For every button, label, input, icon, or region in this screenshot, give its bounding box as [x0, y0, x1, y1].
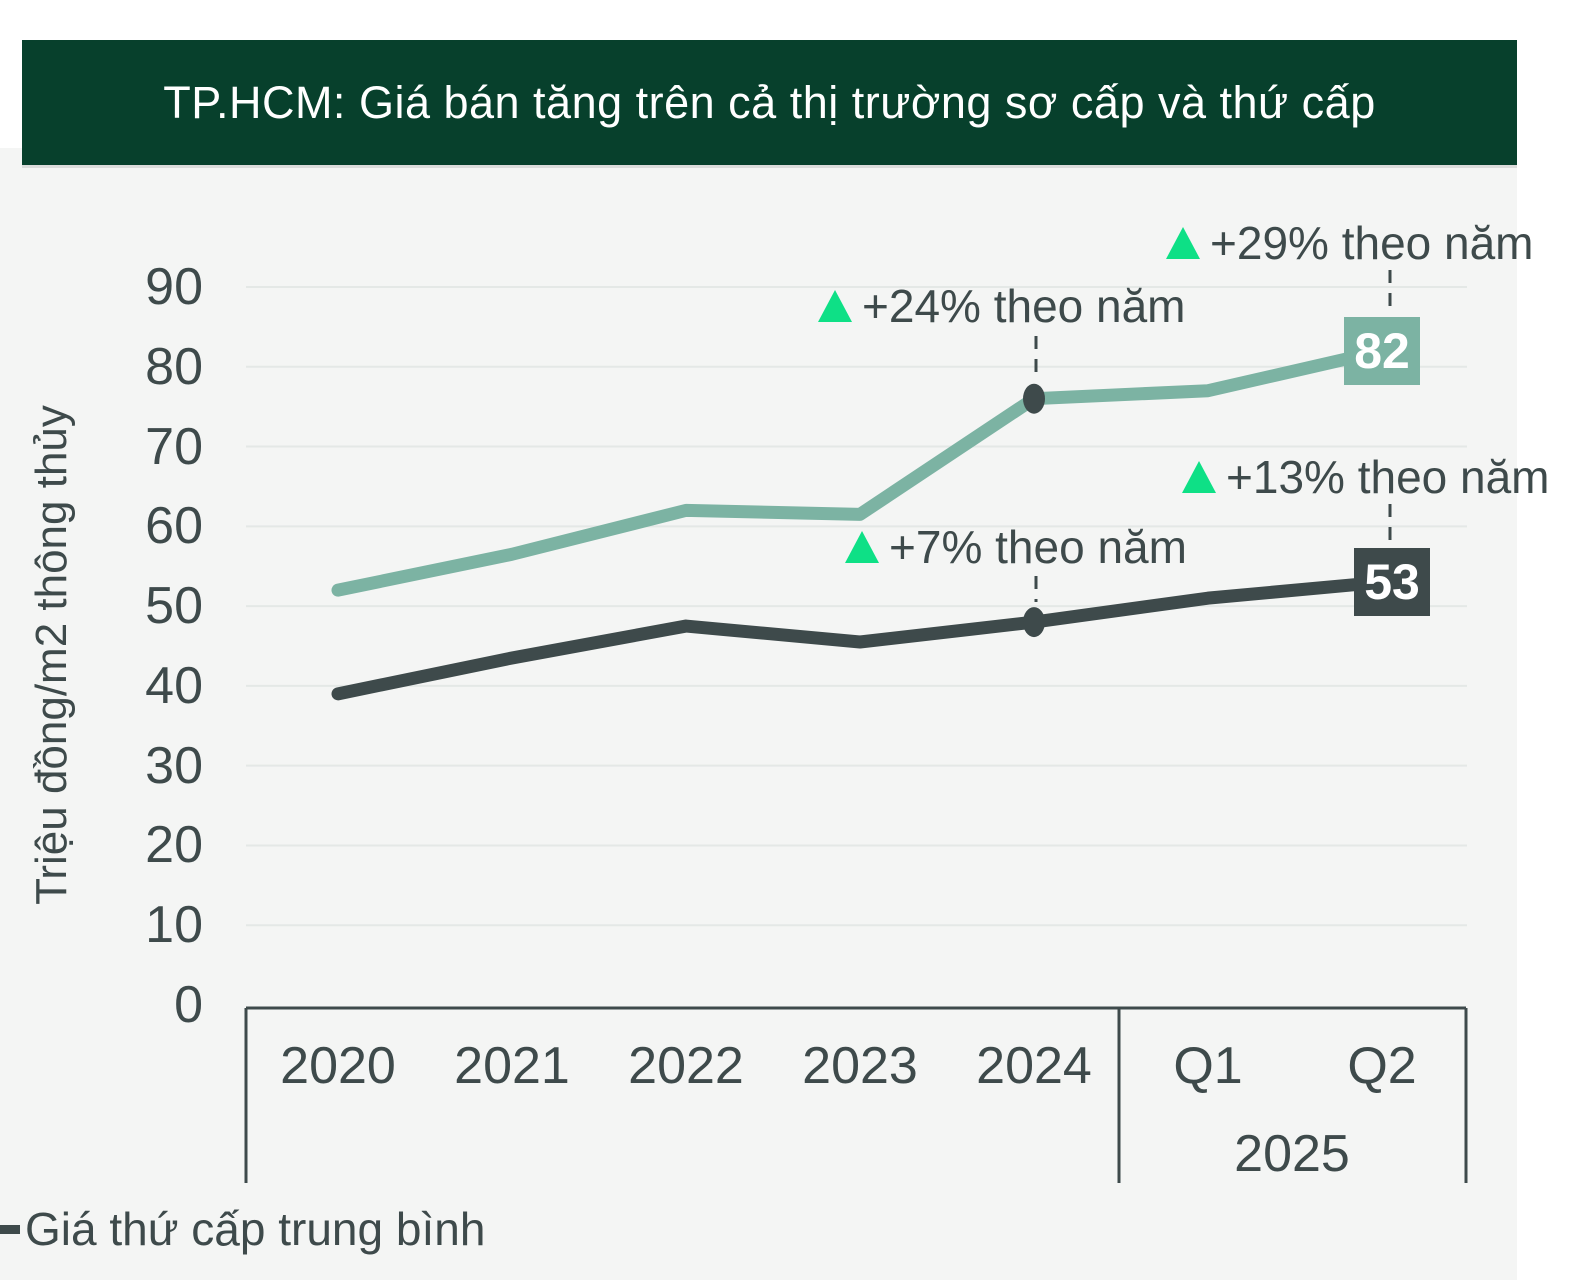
y-tick-label-60: 60 [145, 497, 203, 556]
x-group-label-2025: 2025 [1234, 1125, 1350, 1183]
y-tick-label-0: 0 [174, 976, 203, 1034]
y-tick-label-30: 30 [145, 736, 203, 795]
y-tick-label-50: 50 [145, 577, 203, 636]
x-tick-label-Q2: Q2 [1347, 1037, 1417, 1095]
annotation-primary-q2: +29% theo năm [1166, 220, 1534, 266]
y-tick-label-20: 20 [145, 816, 203, 875]
x-tick-label-Q1: Q1 [1173, 1037, 1243, 1095]
up-triangle-icon [818, 290, 852, 322]
x-tick-label-2022: 2022 [628, 1037, 744, 1095]
y-tick-label-70: 70 [145, 417, 203, 476]
annotation-secondary-q2: +13% theo năm [1182, 454, 1550, 500]
point-marker [1023, 607, 1045, 638]
series-line-gia-so-cap [331, 344, 1389, 597]
legend-label: Giá thứ cấp trung bình [25, 1203, 486, 1255]
up-triangle-icon [1166, 227, 1200, 259]
annotation-text: +24% theo năm [862, 280, 1186, 332]
up-triangle-icon [845, 531, 879, 563]
y-tick-label-10: 10 [145, 896, 203, 955]
chart-title: TP.HCM: Giá bán tăng trên cả thị trường … [163, 76, 1376, 128]
series-line-gia-thu-cap [331, 575, 1389, 701]
x-tick-label-2024: 2024 [976, 1037, 1092, 1095]
annotation-text: +13% theo năm [1226, 451, 1550, 503]
x-tick-label-2020: 2020 [280, 1037, 396, 1095]
annotation-text: +7% theo năm [889, 521, 1187, 573]
x-tick-label-2021: 2021 [454, 1037, 570, 1095]
data-label-primary-value: 82 [1354, 322, 1410, 379]
annotation-primary-2024: +24% theo năm [818, 283, 1186, 329]
y-tick-label-90: 90 [145, 258, 203, 316]
y-tick-label-80: 80 [145, 337, 203, 396]
point-marker [1023, 383, 1045, 414]
legend: Giá thứ cấp trung bình [0, 1206, 485, 1252]
annotation-text: +29% theo năm [1210, 217, 1534, 269]
up-triangle-icon [1182, 461, 1216, 493]
data-label-secondary: 53 [1354, 548, 1430, 617]
data-label-secondary-value: 53 [1364, 554, 1420, 611]
chart-panel [0, 148, 1517, 1280]
annotation-secondary-2024: +7% theo năm [845, 524, 1187, 570]
y-tick-label-40: 40 [145, 656, 203, 715]
data-label-primary: 82 [1344, 316, 1420, 385]
x-tick-label-2023: 2023 [802, 1037, 918, 1095]
legend-line-marker [0, 1224, 20, 1234]
title-banner: TP.HCM: Giá bán tăng trên cả thị trường … [22, 40, 1517, 165]
